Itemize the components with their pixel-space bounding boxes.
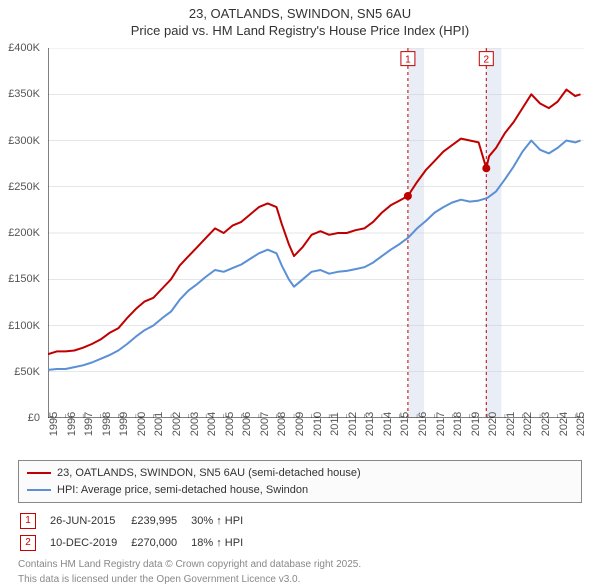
event-date: 10-DEC-2019 xyxy=(50,533,129,553)
x-tick-label: 2014 xyxy=(382,412,394,436)
x-tick-label: 1996 xyxy=(66,412,78,436)
y-tick-label: £150K xyxy=(8,273,40,285)
x-tick-label: 2021 xyxy=(505,412,517,436)
footer: 23, OATLANDS, SWINDON, SN5 6AU (semi-det… xyxy=(18,460,582,585)
credit-line1: Contains HM Land Registry data © Crown c… xyxy=(18,559,582,570)
y-tick-label: £300K xyxy=(8,135,40,147)
x-tick-label: 2024 xyxy=(558,412,570,436)
x-tick-label: 1997 xyxy=(83,412,95,436)
x-tick-label: 1998 xyxy=(101,412,113,436)
x-tick-label: 2022 xyxy=(522,412,534,436)
x-tick-label: 2009 xyxy=(294,412,306,436)
y-tick-label: £250K xyxy=(8,181,40,193)
x-tick-label: 2016 xyxy=(417,412,429,436)
legend-item-0: 23, OATLANDS, SWINDON, SN5 6AU (semi-det… xyxy=(27,465,573,482)
event-badge: 2 xyxy=(20,535,36,551)
legend-swatch-0 xyxy=(27,472,51,474)
event-price: £270,000 xyxy=(131,533,189,553)
y-tick-label: £400K xyxy=(8,42,40,54)
event-delta: 30% ↑ HPI xyxy=(191,511,255,531)
x-tick-label: 2015 xyxy=(399,412,411,436)
legend-label-1: HPI: Average price, semi-detached house,… xyxy=(57,482,308,499)
x-tick-label: 2007 xyxy=(259,412,271,436)
events-table: 1 26-JUN-2015£239,99530% ↑ HPI 2 10-DEC-201… xyxy=(18,509,257,555)
y-axis: £0£50K£100K£150K£200K£250K£300K£350K£400… xyxy=(0,48,44,418)
event-price: £239,995 xyxy=(131,511,189,531)
x-tick-label: 2012 xyxy=(347,412,359,436)
x-tick-label: 2023 xyxy=(540,412,552,436)
x-tick-label: 2018 xyxy=(452,412,464,436)
event-row: 1 26-JUN-2015£239,99530% ↑ HPI xyxy=(20,511,255,531)
x-tick-label: 2013 xyxy=(364,412,376,436)
x-tick-label: 1995 xyxy=(48,412,60,436)
event-date: 26-JUN-2015 xyxy=(50,511,129,531)
y-tick-label: £100K xyxy=(8,320,40,332)
chart-title: 23, OATLANDS, SWINDON, SN5 6AU Price pai… xyxy=(0,0,600,40)
y-tick-label: £0 xyxy=(28,412,40,424)
y-tick-label: £200K xyxy=(8,227,40,239)
legend: 23, OATLANDS, SWINDON, SN5 6AU (semi-det… xyxy=(18,460,582,503)
svg-text:1: 1 xyxy=(405,55,411,66)
x-tick-label: 2000 xyxy=(136,412,148,436)
plot-svg: 12 xyxy=(48,48,584,418)
x-tick-label: 2010 xyxy=(312,412,324,436)
event-badge: 1 xyxy=(20,513,36,529)
credit-line2: This data is licensed under the Open Gov… xyxy=(18,574,582,585)
title-line2: Price paid vs. HM Land Registry's House … xyxy=(0,23,600,40)
x-axis: 1995199619971998199920002001200220032004… xyxy=(48,420,584,460)
svg-text:2: 2 xyxy=(484,55,490,66)
plot-area: 12 xyxy=(48,48,584,418)
legend-item-1: HPI: Average price, semi-detached house,… xyxy=(27,482,573,499)
x-tick-label: 2006 xyxy=(241,412,253,436)
legend-swatch-1 xyxy=(27,489,51,491)
y-tick-label: £50K xyxy=(14,366,40,378)
x-tick-label: 2011 xyxy=(329,412,341,436)
x-tick-label: 2019 xyxy=(470,412,482,436)
chart-container: 23, OATLANDS, SWINDON, SN5 6AU Price pai… xyxy=(0,0,600,560)
x-tick-label: 2001 xyxy=(153,412,165,436)
event-delta: 18% ↑ HPI xyxy=(191,533,255,553)
x-tick-label: 2008 xyxy=(276,412,288,436)
x-tick-label: 2020 xyxy=(487,412,499,436)
legend-label-0: 23, OATLANDS, SWINDON, SN5 6AU (semi-det… xyxy=(57,465,361,482)
y-tick-label: £350K xyxy=(8,88,40,100)
x-tick-label: 1999 xyxy=(118,412,130,436)
x-tick-label: 2017 xyxy=(435,412,447,436)
x-tick-label: 2003 xyxy=(189,412,201,436)
title-line1: 23, OATLANDS, SWINDON, SN5 6AU xyxy=(0,6,600,23)
x-tick-label: 2004 xyxy=(206,412,218,436)
x-tick-label: 2002 xyxy=(171,412,183,436)
event-row: 2 10-DEC-2019£270,00018% ↑ HPI xyxy=(20,533,255,553)
x-tick-label: 2025 xyxy=(575,412,587,436)
x-tick-label: 2005 xyxy=(224,412,236,436)
